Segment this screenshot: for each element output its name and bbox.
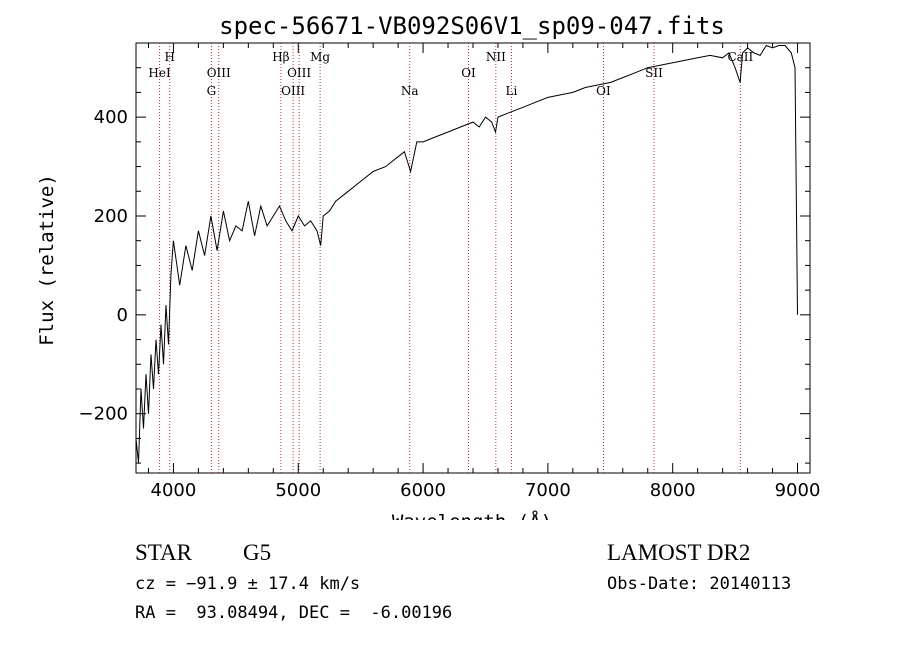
spectral-line-label: OI bbox=[461, 66, 476, 80]
chart-title: spec-56671-VB092S06V1_sp09-047.fits bbox=[219, 12, 725, 40]
y-axis-label: Flux (relative) bbox=[36, 174, 58, 346]
x-tick-label: 5000 bbox=[275, 480, 321, 501]
y-tick-label: 200 bbox=[94, 206, 128, 227]
spectral-line-label: Li bbox=[506, 84, 518, 98]
spectral-line-label: CaII bbox=[727, 50, 753, 64]
observation-date: Obs-Date: 20140113 bbox=[607, 574, 792, 594]
spectral-line-label: Mg bbox=[310, 50, 330, 64]
y-tick-label: 400 bbox=[94, 107, 128, 128]
x-tick-label: 6000 bbox=[400, 480, 446, 501]
spectral-lines: HeI H G OIII Hβ OIII OIII Mg Na OI NII Li OI SII CaII bbox=[148, 43, 754, 473]
spectral-line-label: HeI bbox=[148, 66, 171, 80]
spectral-line-label: OIII bbox=[207, 66, 231, 80]
object-class: STAR bbox=[135, 540, 192, 565]
x-tick-label: 7000 bbox=[525, 480, 571, 501]
x-tick-label: 4000 bbox=[151, 480, 197, 501]
spectral-line-label: NII bbox=[486, 50, 506, 64]
y-tick-label: 0 bbox=[117, 305, 128, 326]
axis-tick-labels: 4000 5000 6000 7000 8000 9000 −200 0 200 400 bbox=[79, 107, 821, 501]
spectral-line-label: SII bbox=[645, 66, 663, 80]
x-tick-label: 8000 bbox=[650, 480, 696, 501]
series-line-flux bbox=[135, 44, 798, 464]
plot-frame bbox=[135, 42, 811, 474]
spectral-line-label: G bbox=[207, 84, 217, 98]
coordinates: RA = 93.08494, DEC = -6.00196 bbox=[135, 603, 453, 623]
spectral-line-label: Hβ bbox=[272, 50, 289, 64]
x-tick-label: 9000 bbox=[775, 480, 821, 501]
spectral-line-label: OIII bbox=[281, 84, 305, 98]
x-axis-label: Wavelength (Å) bbox=[392, 510, 552, 520]
spectral-line-label: OIII bbox=[287, 66, 311, 80]
survey-name: LAMOST DR2 bbox=[607, 540, 751, 565]
object-subclass: G5 bbox=[243, 540, 272, 565]
y-tick-label: −200 bbox=[79, 404, 128, 425]
spectral-line-label: H bbox=[164, 50, 174, 64]
spectrum-chart: spec-56671-VB092S06V1_sp09-047.fits HeIH… bbox=[36, 12, 821, 520]
redshift-cz: cz = −91.9 ± 17.4 km/s bbox=[135, 574, 361, 594]
spectral-line-label: OI bbox=[596, 84, 611, 98]
axis-ticks bbox=[136, 43, 810, 473]
spectral-line-label: Na bbox=[401, 84, 419, 98]
